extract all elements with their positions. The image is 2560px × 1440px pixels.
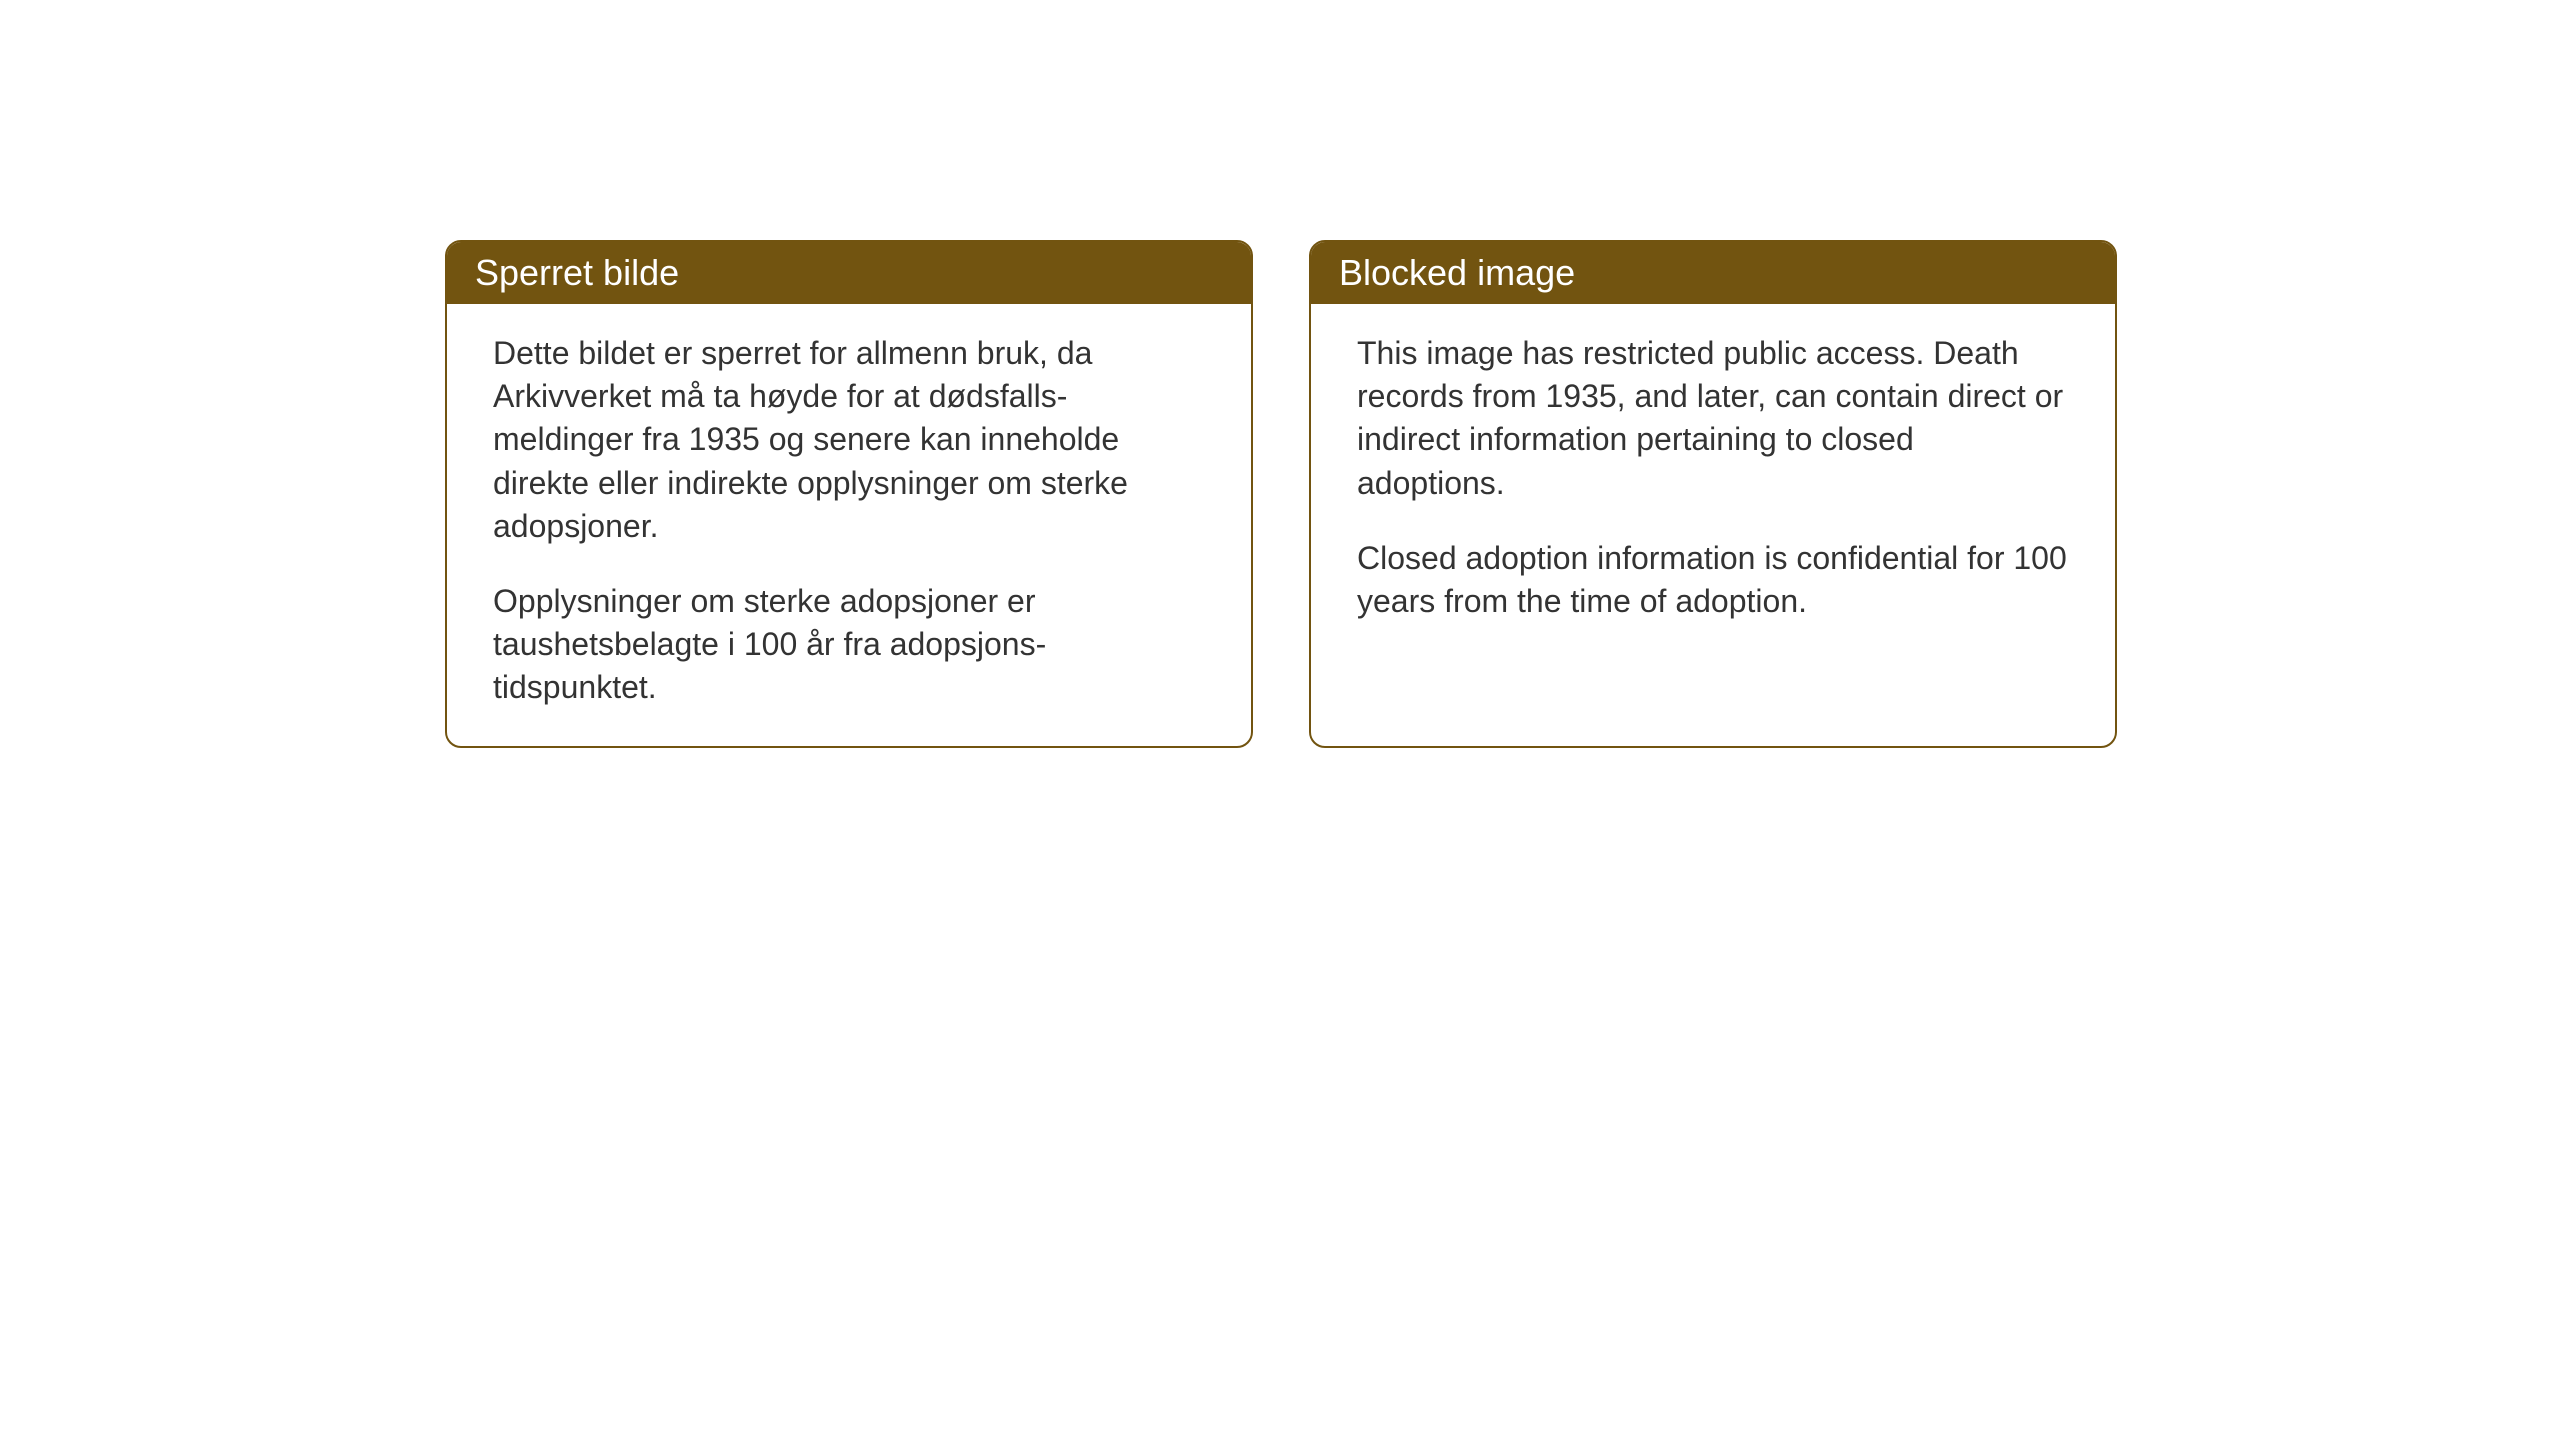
card-paragraph: Opplysninger om sterke adopsjoner er tau… bbox=[493, 580, 1205, 710]
notice-card-english: Blocked image This image has restricted … bbox=[1309, 240, 2117, 748]
card-body-norwegian: Dette bildet er sperret for allmenn bruk… bbox=[447, 304, 1251, 746]
card-body-english: This image has restricted public access.… bbox=[1311, 304, 2115, 736]
card-paragraph: This image has restricted public access.… bbox=[1357, 332, 2069, 505]
card-title: Sperret bilde bbox=[475, 252, 679, 293]
notice-card-norwegian: Sperret bilde Dette bildet er sperret fo… bbox=[445, 240, 1253, 748]
card-title: Blocked image bbox=[1339, 252, 1575, 293]
card-paragraph: Closed adoption information is confident… bbox=[1357, 537, 2069, 623]
card-header-english: Blocked image bbox=[1311, 242, 2115, 304]
notice-container: Sperret bilde Dette bildet er sperret fo… bbox=[445, 240, 2117, 748]
card-header-norwegian: Sperret bilde bbox=[447, 242, 1251, 304]
card-paragraph: Dette bildet er sperret for allmenn bruk… bbox=[493, 332, 1205, 548]
